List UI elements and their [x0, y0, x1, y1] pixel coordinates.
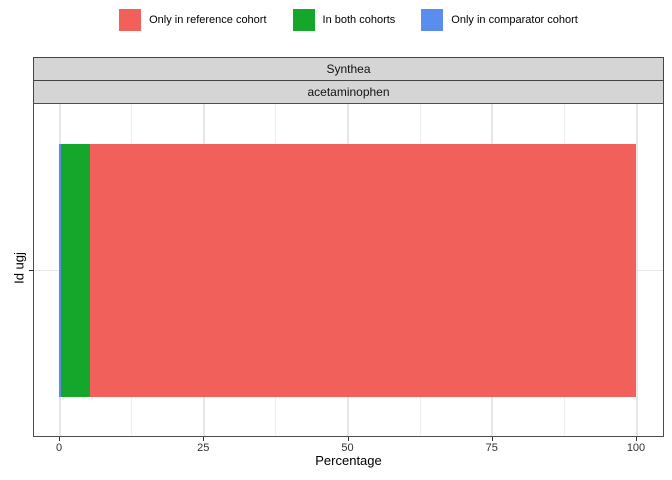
x-axis-tick-label: 75 [485, 442, 498, 454]
facet-strip-cohort-label: acetaminophen [307, 85, 390, 99]
y-axis-tick [29, 270, 34, 271]
facet-strip-database-label: Synthea [326, 62, 371, 76]
legend: Only in reference cohort In both cohorts… [33, 8, 664, 32]
x-axis-tick-label: 50 [341, 442, 354, 454]
x-axis-tick [491, 437, 493, 441]
y-axis-label: Id ugj [11, 252, 27, 284]
x-axis-tick-label: 100 [626, 442, 646, 454]
bar-segment-in-both-cohorts [60, 144, 90, 397]
x-axis-tick [59, 437, 60, 441]
x-axis-tick-label: 25 [197, 442, 210, 454]
legend-item-both: In both cohorts [292, 9, 396, 31]
x-axis-tick [636, 437, 637, 441]
legend-swatch-green [292, 9, 315, 31]
bar-segment-only-in-reference-cohort [89, 144, 636, 397]
plot-panel [33, 103, 664, 437]
x-axis-tick [203, 437, 205, 441]
facet-strip-database: Synthea [33, 57, 664, 81]
legend-label: Only in reference cohort [149, 14, 267, 26]
x-axis-title: Percentage [315, 453, 382, 468]
legend-swatch-blue [421, 9, 444, 31]
legend-item-reference-only: Only in reference cohort [119, 9, 267, 31]
legend-swatch-red [119, 9, 142, 31]
legend-label: In both cohorts [322, 14, 396, 26]
legend-item-comparator-only: Only in comparator cohort [421, 9, 578, 31]
facet-strip-cohort: acetaminophen [33, 80, 664, 104]
stacked-bar [59, 144, 636, 397]
legend-label: Only in comparator cohort [451, 14, 578, 26]
x-axis-tick-label: 0 [55, 442, 63, 454]
x-axis-tick [347, 437, 349, 441]
bar-segment-only-in-comparator-cohort [59, 144, 61, 397]
